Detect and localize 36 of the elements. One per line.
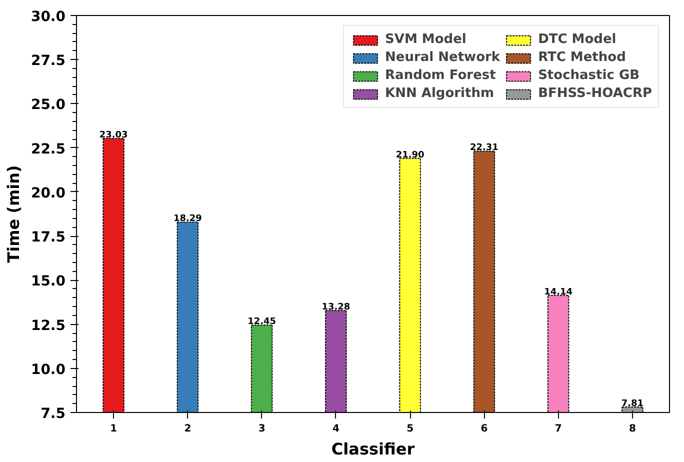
data-label: 21.90 (396, 150, 424, 160)
legend-label: Neural Network (385, 50, 500, 65)
data-label: 22.31 (470, 143, 498, 154)
legend-label: DTC Model (538, 32, 616, 47)
legend-label: BFHSS-HOACRP (538, 86, 652, 101)
legend-label: Stochastic GB (538, 68, 640, 83)
y-tick-label: 30.0 (30, 9, 66, 25)
y-tick-label: 20.0 (30, 185, 66, 202)
legend-label: RTC Method (538, 50, 626, 65)
x-tick-label: 5 (406, 424, 414, 434)
y-tick-label: 10.0 (30, 362, 66, 378)
x-axis-title: Classifier (331, 440, 415, 458)
x-tick-label: 1 (110, 424, 118, 434)
y-tick-label: 25.0 (30, 97, 66, 114)
legend-label: KNN Algorithm (385, 86, 494, 101)
y-tick-label: 7.5 (40, 406, 66, 422)
data-label: 18.29 (173, 214, 202, 224)
x-tick-label: 3 (258, 424, 266, 434)
x-tick-label: 7 (554, 424, 562, 434)
data-label: 23.03 (99, 130, 128, 140)
data-label: 7.81 (621, 399, 644, 410)
data-label: 13.28 (322, 302, 350, 313)
legend-label: SVM Model (385, 32, 466, 47)
y-tick-label: 17.5 (30, 230, 66, 246)
data-label: 12.45 (248, 317, 276, 328)
data-label: 14.14 (544, 287, 573, 298)
y-tick-label: 27.5 (30, 53, 66, 70)
x-tick-label: 6 (480, 424, 488, 434)
y-axis-title: Time (min) (4, 165, 23, 263)
y-tick-label: 15.0 (30, 274, 66, 290)
x-tick-label: 4 (332, 424, 340, 434)
y-tick-label: 12.5 (30, 318, 66, 334)
y-tick-label: 22.5 (30, 141, 66, 158)
legend-label: Random Forest (385, 68, 496, 83)
x-tick-label: 8 (628, 424, 636, 434)
x-tick-label: 2 (184, 424, 192, 434)
